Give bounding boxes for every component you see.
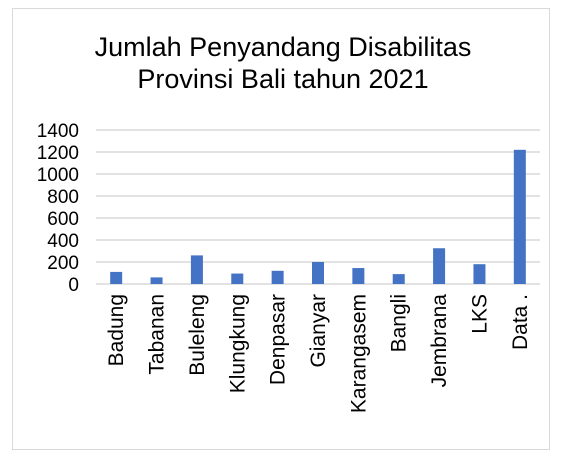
bar <box>513 149 526 284</box>
bar <box>150 277 163 284</box>
y-tick-label: 200 <box>47 253 79 274</box>
bar <box>110 271 123 284</box>
bar <box>433 248 446 284</box>
x-category-label: Klungkung <box>226 294 249 393</box>
y-tick-label: 0 <box>68 275 79 296</box>
bar <box>231 273 244 284</box>
x-category-label: Gianyar <box>307 294 330 368</box>
y-tick-label: 1000 <box>37 165 79 186</box>
gridlines <box>96 129 540 285</box>
x-axis-category-labels: Badung Tabanan Buleleng Klungkung Denpasar Gi… <box>105 294 532 413</box>
x-category-label: Badung <box>105 294 128 366</box>
bar <box>312 262 324 284</box>
bar <box>271 270 284 284</box>
bar <box>473 264 486 284</box>
y-tick-label: 1400 <box>37 121 79 142</box>
x-category-label: Jembrana <box>428 294 451 388</box>
x-category-label: Buleleng <box>186 294 209 376</box>
chart-title-line-2: Provinsi Bali tahun 2021 <box>137 64 428 94</box>
y-tick-label: 800 <box>47 187 79 208</box>
y-tick-label: 600 <box>47 209 79 230</box>
chart-title-line-1: Jumlah Penyandang Disabilitas <box>95 32 472 62</box>
chart-area <box>12 8 550 450</box>
x-category-label: Karangasem <box>347 294 370 413</box>
bar <box>190 255 203 284</box>
y-tick-label: 1200 <box>37 143 79 164</box>
x-category-label: Tabanan <box>146 294 169 375</box>
x-category-label: LKS <box>468 294 491 334</box>
x-category-label: Denpasar <box>267 294 290 385</box>
x-category-label: Data . <box>509 294 532 350</box>
bar <box>392 274 405 284</box>
x-category-label: Bangli <box>388 294 411 352</box>
y-tick-label: 400 <box>47 231 79 252</box>
bars <box>110 149 526 284</box>
bar <box>352 268 365 284</box>
